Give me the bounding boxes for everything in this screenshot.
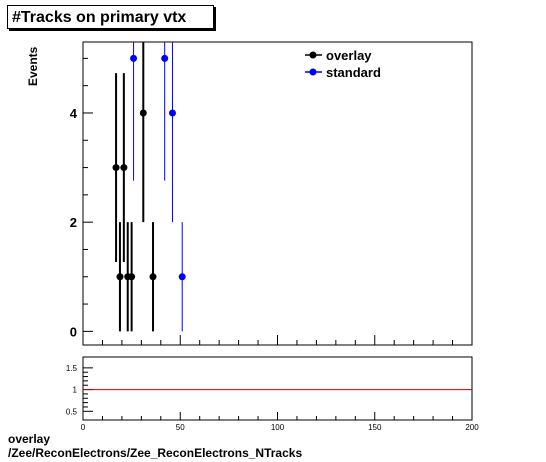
main-y-axis: 0 2 4 [70,57,93,339]
main-x-axis [82,335,473,345]
main-y-tick-label: 2 [70,215,77,230]
ratio-x-tick-label: 50 [176,423,185,432]
ratio-x-tick-label: 200 [465,423,479,432]
legend: overlay standard [305,48,381,80]
data-point-standard [168,109,176,117]
legend-marker-standard [309,68,317,76]
ratio-x-tick-label: 150 [368,423,382,432]
ratio-x-tick-label: 0 [81,423,86,432]
data-point-overlay [128,273,136,281]
data-point-overlay [120,164,128,172]
data-point-standard [161,54,169,62]
caption-line-1: overlay [8,432,51,446]
ratio-x-axis: 0 50 100 150 200 [81,412,479,432]
data-point-overlay [139,109,147,117]
ratio-plot-frame [82,356,473,421]
legend-marker-overlay [309,51,317,59]
legend-label-standard: standard [326,65,381,80]
main-y-tick-label: 4 [70,106,78,121]
ratio-y-tick-label: 1.5 [66,364,78,373]
data-point-overlay [149,273,157,281]
ratio-x-tick-label: 100 [271,423,285,432]
data-point-overlay [116,273,124,281]
y-axis-label: Events [26,46,40,86]
legend-label-overlay: overlay [326,48,372,63]
caption-line-2: /Zee/ReconElectrons/Zee_ReconElectrons_N… [8,446,303,460]
ratio-y-tick-label: 0.5 [66,407,78,416]
data-point-standard [178,273,186,281]
data-point-standard [130,54,138,62]
main-plot-frame [82,41,473,346]
main-series-group [112,42,186,332]
data-point-overlay [112,164,120,172]
ratio-y-tick-label: 1 [73,386,78,395]
chart-title: #Tracks on primary vtx [7,5,214,29]
main-y-tick-label: 0 [70,324,77,339]
